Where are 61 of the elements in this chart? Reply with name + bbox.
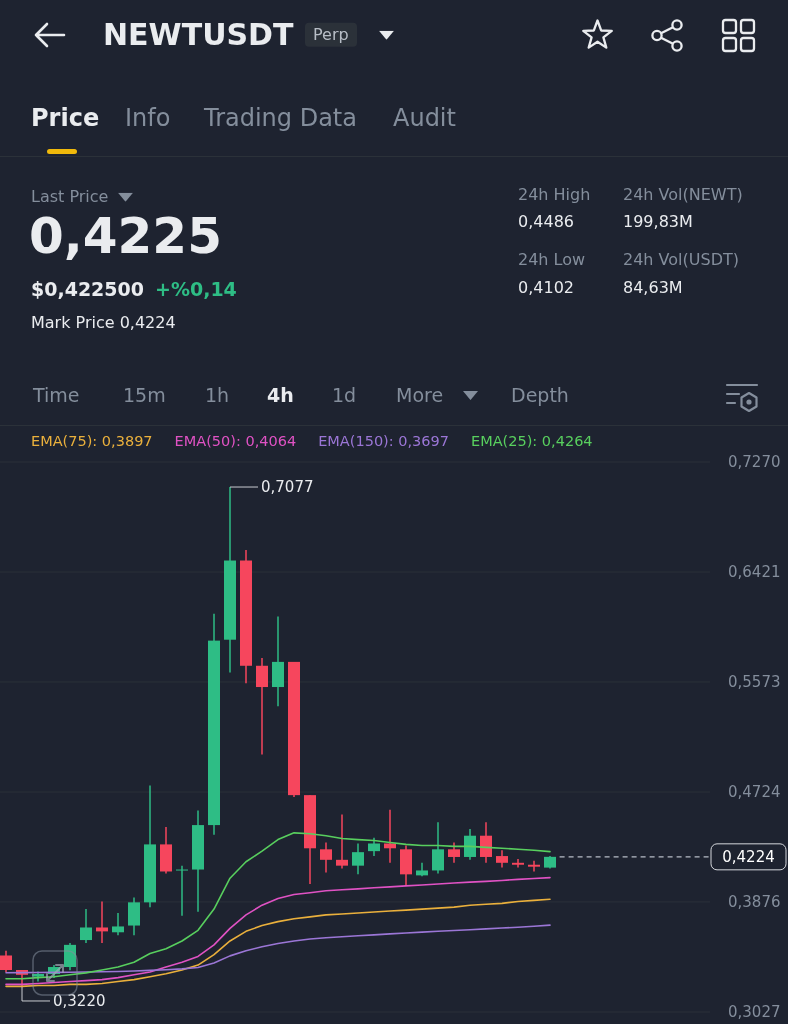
text: Price — [31, 104, 100, 133]
text: EMA(150): 0,3697 — [318, 432, 449, 449]
text: 24h High — [518, 184, 591, 204]
text: 24h Low — [518, 249, 586, 269]
candlestick — [368, 836, 380, 857]
candlestick — [256, 657, 268, 756]
text: Audit — [393, 104, 456, 133]
candlestick — [128, 896, 140, 936]
text: Trading Data — [204, 104, 357, 133]
text: More — [396, 384, 444, 407]
candlestick — [432, 821, 444, 875]
text: 24h Vol(NEWT) — [623, 184, 743, 204]
text: 0,4486 — [518, 211, 574, 231]
y-tick-label: 0,3876 — [728, 893, 781, 912]
text: Time — [33, 384, 80, 407]
text: 0,4225 — [29, 207, 222, 266]
text: Depth — [511, 384, 569, 407]
candlestick — [448, 841, 460, 864]
text: 4h — [267, 384, 294, 407]
text: +%0,14 — [155, 278, 237, 301]
text: $0,422500 — [31, 278, 144, 301]
text: 199,83M — [623, 211, 693, 231]
text: 84,63M — [623, 277, 683, 297]
y-tick-label: 0,4724 — [728, 783, 781, 802]
candlestick — [336, 813, 348, 870]
annotation: 0,3220 — [53, 992, 106, 1011]
line-series — [5, 876, 551, 986]
annotation: 0,7077 — [261, 478, 314, 497]
text: EMA(25): 0,4264 — [471, 432, 593, 449]
text: 1d — [332, 384, 357, 407]
text: 24h Vol(USDT) — [623, 249, 739, 269]
text: Info — [125, 104, 171, 133]
text: 0,4102 — [518, 277, 574, 297]
line-series — [5, 898, 551, 988]
text: 1h — [205, 384, 230, 407]
text: 15m — [123, 384, 166, 407]
candlestick — [96, 900, 108, 944]
candlestick — [64, 942, 76, 971]
candlestick — [112, 912, 124, 936]
text: EMA(75): 0,3897 — [31, 432, 153, 449]
text: Perp — [313, 24, 349, 44]
candlestick — [352, 842, 364, 876]
candlestick — [528, 860, 540, 873]
y-tick-label: 0,5573 — [728, 673, 781, 692]
y-tick-label: 0,3027 — [728, 1003, 781, 1022]
y-tick-label: 0,7270 — [728, 453, 781, 472]
line-series — [5, 832, 551, 980]
y-tick-label: 0,6421 — [728, 563, 781, 582]
candlestick — [464, 828, 476, 861]
text: Last Price — [31, 186, 109, 206]
candlestick — [176, 864, 188, 917]
candlestick — [320, 841, 332, 874]
candlestick — [512, 858, 524, 869]
text: EMA(50): 0,4064 — [174, 432, 297, 449]
text: Mark Price 0,4224 — [31, 312, 176, 332]
candlestick — [80, 908, 92, 944]
candlestick — [0, 949, 12, 973]
candlestick — [480, 821, 492, 864]
candlestick — [384, 808, 396, 864]
ref-line-label: 0,4224 — [722, 848, 775, 867]
chart-title: NEWTUSDT — [103, 17, 294, 52]
